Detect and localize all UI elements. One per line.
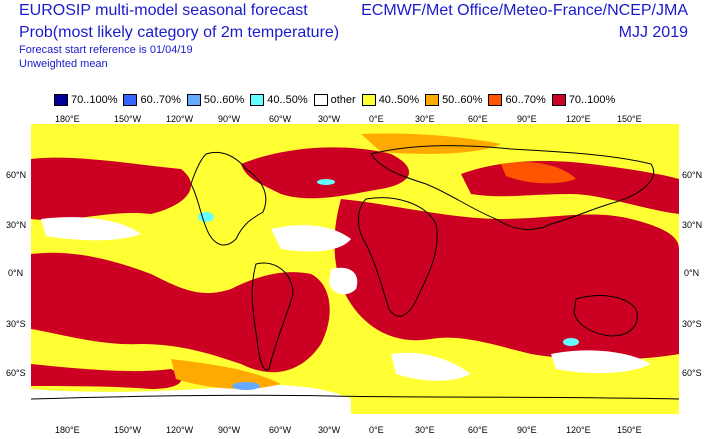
lat-label-left: 0°N <box>8 268 24 278</box>
lon-label-bottom: 150°W <box>114 425 142 435</box>
lat-label-right: 30°S <box>682 319 702 329</box>
lat-label-right: 60°N <box>682 170 703 180</box>
lon-label-top: 120°W <box>166 114 194 124</box>
region-cyan <box>317 179 335 185</box>
legend-swatch <box>551 94 566 106</box>
region-red <box>31 252 330 373</box>
region-orange-red <box>501 162 576 184</box>
lon-label-bottom: 90°E <box>517 425 537 435</box>
legend-label: 60..70% <box>505 94 546 106</box>
legend-item: 70..100% <box>551 94 616 106</box>
region-white <box>551 350 651 374</box>
region-white <box>31 384 351 414</box>
legend-item: 60..70% <box>123 94 181 106</box>
coastlines <box>31 145 679 400</box>
region-white <box>391 352 471 381</box>
legend-item: 60..70% <box>488 94 546 106</box>
lon-label-top: 0°E <box>369 114 384 124</box>
lon-label-bottom: 120°W <box>166 425 194 435</box>
title-right-line1: ECMWF/Met Office/Meteo-France/NCEP/JMA <box>361 2 688 19</box>
lon-label-bottom: 150°E <box>617 425 642 435</box>
forecast-start-text: Forecast start reference is 01/04/19 <box>19 44 193 56</box>
legend-label: 70..100% <box>568 94 616 106</box>
coastline-antarctica <box>31 394 679 400</box>
region-white <box>41 217 141 241</box>
coastline-australia <box>573 295 638 337</box>
lon-label-top: 180°E <box>55 114 80 124</box>
legend-item: other <box>313 94 356 106</box>
lon-label-bottom: 30°E <box>415 425 435 435</box>
lon-label-top: 60°E <box>468 114 488 124</box>
legend-item: 50..60% <box>186 94 245 106</box>
forecast-map <box>31 124 679 414</box>
lat-label-left: 30°S <box>6 319 26 329</box>
title-left-line2: Prob(most likely category of 2m temperat… <box>19 24 340 41</box>
lat-label-right: 60°S <box>682 368 702 378</box>
lat-label-right: 30°N <box>682 220 703 230</box>
legend: 70..100% 60..70% 50..60% 40..50% other 4… <box>54 93 621 107</box>
legend-item: 40..50% <box>250 94 308 106</box>
region-white <box>329 267 358 295</box>
coastline-south-america <box>251 262 294 371</box>
lon-label-bottom: 60°W <box>269 425 292 435</box>
legend-item: 50..60% <box>425 94 482 106</box>
legend-item: 40..50% <box>361 94 420 106</box>
legend-label: 40..50% <box>378 94 420 106</box>
lon-label-top: 120°E <box>566 114 591 124</box>
region-white <box>271 225 351 252</box>
lon-label-top: 30°W <box>318 114 341 124</box>
region-cyan <box>563 338 579 346</box>
legend-swatch <box>123 94 138 106</box>
lat-label-left: 30°N <box>6 220 27 230</box>
lon-label-bottom: 180°E <box>55 425 80 435</box>
legend-swatch <box>54 94 68 106</box>
region-lightblue <box>232 382 260 390</box>
region-red <box>31 157 191 221</box>
legend-swatch <box>425 94 440 106</box>
season-label: MJJ 2019 <box>618 24 688 41</box>
lon-label-top: 30°E <box>415 114 435 124</box>
lon-label-top: 90°W <box>218 114 241 124</box>
lat-label-right: 0°N <box>684 268 700 278</box>
coastline-eurasia <box>370 145 654 230</box>
title-left-line1: EUROSIP multi-model seasonal forecast <box>19 2 308 19</box>
legend-swatch <box>186 94 201 106</box>
legend-swatch <box>313 94 328 106</box>
legend-label: 50..60% <box>203 94 245 106</box>
lon-label-top: 150°E <box>617 114 642 124</box>
lon-label-bottom: 0°E <box>369 425 384 435</box>
lat-label-left: 60°S <box>6 368 26 378</box>
legend-label: 70..100% <box>71 94 118 106</box>
weighting-text: Unweighted mean <box>19 58 108 70</box>
region-red <box>31 364 182 389</box>
lon-label-top: 150°W <box>114 114 142 124</box>
region-red <box>334 199 679 360</box>
lon-label-bottom: 60°E <box>468 425 488 435</box>
lon-label-bottom: 120°E <box>566 425 591 435</box>
region-orange <box>171 359 281 389</box>
lon-label-bottom: 30°W <box>318 425 341 435</box>
legend-swatch <box>250 94 265 106</box>
region-red <box>241 147 410 199</box>
legend-label: 40..50% <box>267 94 308 106</box>
legend-swatch <box>488 94 503 106</box>
coastline-north-america <box>190 151 267 246</box>
coastline-africa <box>358 197 438 317</box>
legend-label: 50..60% <box>442 94 483 106</box>
region-cyan <box>198 212 214 222</box>
lon-label-top: 60°W <box>269 114 292 124</box>
lon-label-bottom: 90°W <box>218 425 241 435</box>
legend-item: 70..100% <box>54 94 117 106</box>
lon-label-top: 90°E <box>517 114 537 124</box>
lat-label-left: 60°N <box>6 170 27 180</box>
legend-label: other <box>330 94 356 106</box>
legend-swatch <box>361 94 376 106</box>
legend-label: 60..70% <box>140 94 181 106</box>
